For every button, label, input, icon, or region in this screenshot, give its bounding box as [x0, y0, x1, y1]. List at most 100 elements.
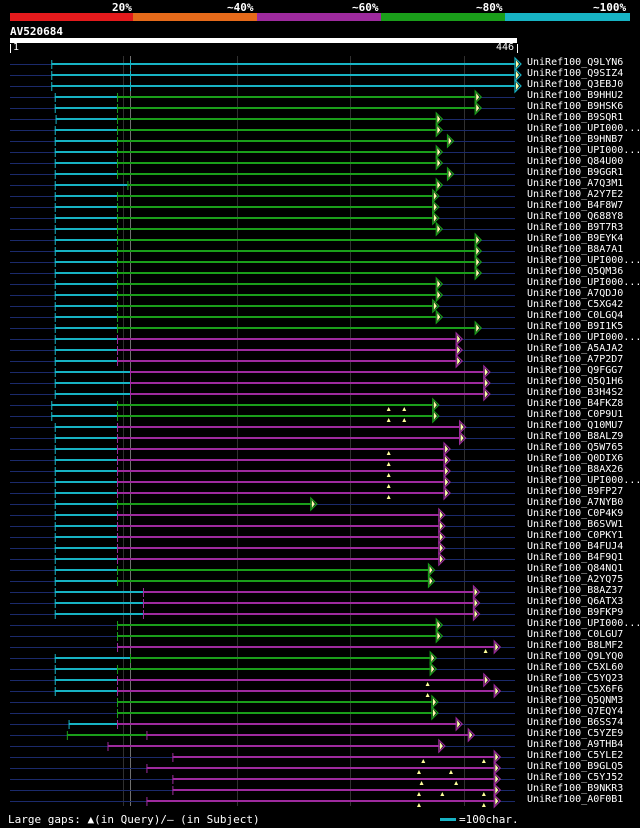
hit-label[interactable]: UniRef100_UPI000... [527, 277, 640, 288]
hit-label[interactable]: UniRef100_B9I1K5 [527, 321, 624, 332]
hit-arrowhead-fill [495, 643, 499, 651]
hit-segment [54, 481, 118, 483]
hit-label[interactable]: UniRef100_Q84U00 [527, 156, 624, 167]
hit-label[interactable]: UniRef100_Q10MU7 [527, 420, 624, 431]
hit-label[interactable]: UniRef100_Q9LYQ0 [527, 651, 624, 662]
hit-label[interactable]: UniRef100_A7NYB0 [527, 497, 624, 508]
hit-label[interactable]: UniRef100_C5XG42 [527, 299, 624, 310]
hit-arrowhead [483, 375, 491, 391]
hit-arrowhead [432, 199, 440, 215]
hit-label[interactable]: UniRef100_C0PKY1 [527, 530, 624, 541]
hit-segment [130, 382, 484, 384]
hit-label[interactable]: UniRef100_B8AZ37 [527, 585, 624, 596]
hit-arrowhead-fill [516, 71, 519, 79]
hit-label[interactable]: UniRef100_UPI000... [527, 123, 640, 134]
hit-segment [117, 305, 433, 307]
hit-label[interactable]: UniRef100_B9FP27 [527, 486, 624, 497]
hit-label[interactable]: UniRef100_C5X6F6 [527, 684, 624, 695]
hit-label[interactable]: UniRef100_B4F9Q1 [527, 552, 624, 563]
hit-segment [117, 514, 439, 516]
hit-label[interactable]: UniRef100_B9NKR3 [527, 783, 624, 794]
hit-label[interactable]: UniRef100_A7P2D7 [527, 354, 624, 365]
hit-label[interactable]: UniRef100_A2YQ75 [527, 574, 624, 585]
hit-label[interactable]: UniRef100_C0P9U1 [527, 409, 624, 420]
hit-label[interactable]: UniRef100_A7QDJ0 [527, 288, 624, 299]
hit-arrowhead [472, 595, 481, 611]
hit-label[interactable]: UniRef100_A2Y7E2 [527, 189, 624, 200]
hit-label[interactable]: UniRef100_A5AJA2 [527, 343, 624, 354]
hit-segment [146, 767, 495, 769]
hit-arrowhead-fill [437, 159, 441, 167]
hit-label[interactable]: UniRef100_C5XL60 [527, 662, 624, 673]
hit-label[interactable]: UniRef100_Q9SIZ4 [527, 68, 624, 79]
hit-label[interactable]: UniRef100_B9SQR1 [527, 112, 624, 123]
hit-label[interactable]: UniRef100_Q84NQ1 [527, 563, 624, 574]
hit-label[interactable]: UniRef100_B8A7A1 [527, 244, 624, 255]
hit-label[interactable]: UniRef100_C5YQ23 [527, 673, 624, 684]
hit-label[interactable]: UniRef100_C0LGQ4 [527, 310, 624, 321]
query-gap-marker [386, 495, 391, 499]
hit-segment [117, 272, 476, 274]
hit-label[interactable]: UniRef100_B6SS74 [527, 717, 624, 728]
hit-label[interactable]: UniRef100_B9GLQ5 [527, 761, 624, 772]
hit-label[interactable]: UniRef100_Q688Y8 [527, 211, 624, 222]
hit-label[interactable]: UniRef100_UPI000... [527, 618, 640, 629]
hit-label[interactable]: UniRef100_B4F8W7 [527, 200, 624, 211]
hit-label[interactable]: UniRef100_B8LMF2 [527, 640, 624, 651]
hit-label[interactable]: UniRef100_B4FKZ8 [527, 398, 624, 409]
hit-segment [51, 415, 118, 417]
hit-segment [117, 107, 476, 109]
hit-label[interactable]: UniRef100_Q9LYN6 [527, 57, 624, 68]
hit-segment [54, 679, 118, 681]
hit-label[interactable]: UniRef100_UPI000... [527, 332, 640, 343]
hit-segment [117, 250, 476, 252]
hit-segment [54, 140, 118, 142]
hit-segment [117, 327, 476, 329]
hit-label[interactable]: UniRef100_Q5W765 [527, 442, 624, 453]
hit-label[interactable]: UniRef100_B9FKP9 [527, 607, 624, 618]
hit-label[interactable]: UniRef100_Q3EBJ0 [527, 79, 624, 90]
hit-label[interactable]: UniRef100_Q9FGG7 [527, 365, 624, 376]
hit-label[interactable]: UniRef100_B9GGR1 [527, 167, 624, 178]
hit-label[interactable]: UniRef100_B9T7R3 [527, 222, 624, 233]
hit-label[interactable]: UniRef100_B4FUJ4 [527, 541, 624, 552]
hit-segment [117, 558, 439, 560]
hit-segment [117, 723, 457, 725]
hit-label[interactable]: UniRef100_UPI000... [527, 255, 640, 266]
hit-arrowhead-fill [445, 456, 449, 464]
hit-label[interactable]: UniRef100_Q5QNM3 [527, 695, 624, 706]
hit-label[interactable]: UniRef100_Q6ATX3 [527, 596, 624, 607]
hit-label[interactable]: UniRef100_Q0DIX6 [527, 453, 624, 464]
color-key-label: ~40% [227, 1, 254, 14]
hit-label[interactable]: UniRef100_A9THB4 [527, 739, 624, 750]
hit-arrowhead [435, 144, 444, 160]
hit-label[interactable]: UniRef100_B8AX26 [527, 464, 624, 475]
hit-arrowhead-fill [476, 258, 480, 266]
hit-label[interactable]: UniRef100_C5YLE2 [527, 750, 624, 761]
hit-label[interactable]: UniRef100_C5YZE9 [527, 728, 624, 739]
hit-label[interactable]: UniRef100_C0LGU7 [527, 629, 624, 640]
hit-arrowhead [435, 628, 444, 644]
hit-label[interactable]: UniRef100_B9EYK4 [527, 233, 624, 244]
hit-segment [130, 393, 484, 395]
hit-arrowhead-fill [432, 698, 436, 706]
hit-label[interactable]: UniRef100_Q5QM36 [527, 266, 624, 277]
hit-label[interactable]: UniRef100_A0F0B1 [527, 794, 624, 805]
hit-label[interactable]: UniRef100_Q7EQY4 [527, 706, 624, 717]
hit-arrowhead [438, 507, 446, 523]
hit-label[interactable]: UniRef100_B8ALZ9 [527, 431, 624, 442]
hit-label[interactable]: UniRef100_C0P4K9 [527, 508, 624, 519]
hit-arrowhead [435, 122, 444, 138]
hit-label[interactable]: UniRef100_B9HNB7 [527, 134, 624, 145]
hit-label[interactable]: UniRef100_A7Q3M1 [527, 178, 624, 189]
hit-label[interactable]: UniRef100_B9HSK6 [527, 101, 624, 112]
hit-label[interactable]: UniRef100_UPI000... [527, 145, 640, 156]
hit-label[interactable]: UniRef100_UPI000... [527, 475, 640, 486]
hit-arrowhead [432, 210, 440, 226]
hit-label[interactable]: UniRef100_B3H4S2 [527, 387, 624, 398]
hit-label[interactable]: UniRef100_B6SVW1 [527, 519, 624, 530]
hit-label[interactable]: UniRef100_C5YJ52 [527, 772, 624, 783]
hit-label[interactable]: UniRef100_B9HHU2 [527, 90, 624, 101]
hit-label[interactable]: UniRef100_Q5Q1H6 [527, 376, 624, 387]
